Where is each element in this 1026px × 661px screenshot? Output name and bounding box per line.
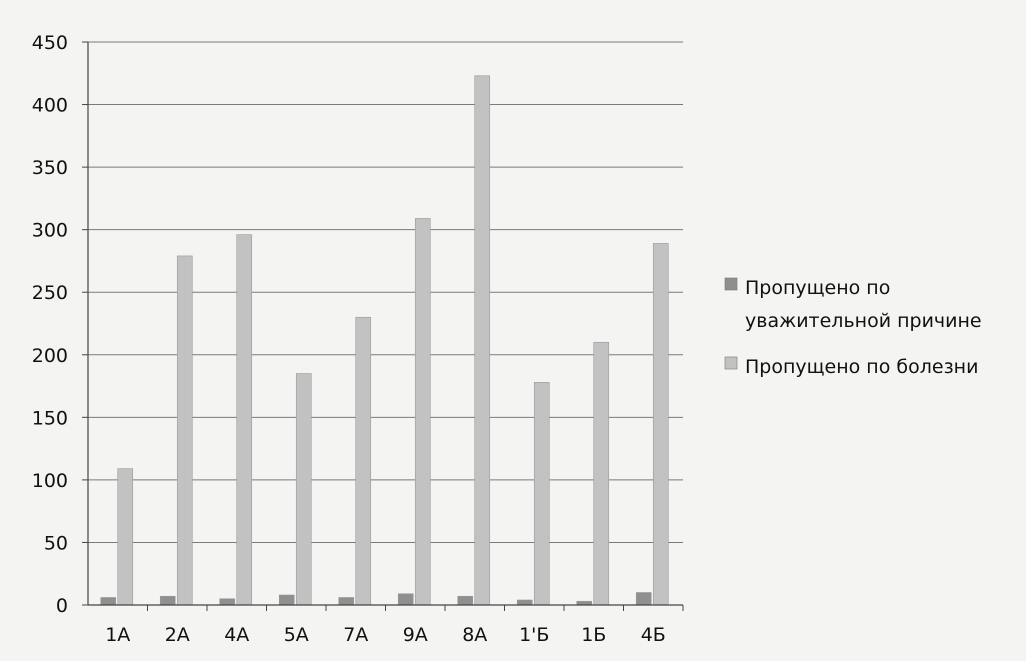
bar-series1-2А: [159, 595, 176, 606]
bars: [100, 75, 669, 606]
bar-series1-7А: [338, 597, 355, 606]
y-tick-label: 400: [32, 95, 68, 117]
bar-series2-7А: [355, 316, 372, 606]
x-tick-label: 5А: [284, 624, 309, 646]
legend-swatch-series-1: [724, 277, 738, 291]
legend-swatch-series-2: [724, 356, 738, 370]
bar-series1-1'Б: [516, 599, 533, 606]
y-tick-label: 250: [32, 282, 68, 304]
legend: Пропущено по уважительной причине Пропущен…: [724, 277, 982, 378]
legend-label-series-2: Пропущено по болезни: [745, 356, 978, 378]
x-tick-label: 4Б: [641, 624, 666, 646]
bar-series2-1Б: [593, 341, 610, 606]
y-tick-label: 0: [56, 595, 68, 617]
legend-label-series-1: уважительной причине: [745, 310, 982, 332]
x-tick-label: 8А: [462, 624, 487, 646]
bar-series1-4А: [219, 598, 236, 606]
bar-series2-9А: [414, 218, 431, 606]
axes: 0 50 100 150 200 250 300 350 400 450 1А 2А 4А 5А 7А 9А 8…: [32, 32, 684, 646]
y-tick-label: 300: [32, 220, 68, 242]
bar-series1-9А: [397, 593, 414, 606]
bar-series2-2А: [176, 255, 193, 606]
x-tick-label: 9А: [403, 624, 428, 646]
x-tick-label: 2А: [165, 624, 190, 646]
bar-series1-4Б: [635, 592, 652, 606]
legend-label-series-1: Пропущено по: [745, 277, 890, 299]
x-tick-label: 1Б: [581, 624, 606, 646]
y-tick-label: 450: [32, 32, 68, 54]
bar-series1-5А: [278, 594, 295, 606]
bar-series1-1А: [100, 597, 117, 606]
x-tick-label: 1'Б: [519, 624, 549, 646]
x-tick-label: 4А: [224, 624, 249, 646]
y-tick-label: 50: [44, 532, 68, 554]
x-tick-label: 7А: [343, 624, 368, 646]
bar-series2-8А: [474, 75, 491, 606]
y-tick-label: 350: [32, 157, 68, 179]
bar-series2-4А: [236, 234, 253, 606]
bar-series2-4Б: [652, 243, 669, 606]
bar-series1-8А: [457, 595, 474, 606]
bar-series2-5А: [295, 373, 312, 606]
bar-series2-1'Б: [533, 382, 550, 606]
y-tick-label: 100: [32, 470, 68, 492]
y-tick-label: 200: [32, 345, 68, 367]
y-tick-label: 150: [32, 407, 68, 429]
x-tick-label: 1А: [105, 624, 130, 646]
bar-series2-1А: [117, 468, 134, 606]
